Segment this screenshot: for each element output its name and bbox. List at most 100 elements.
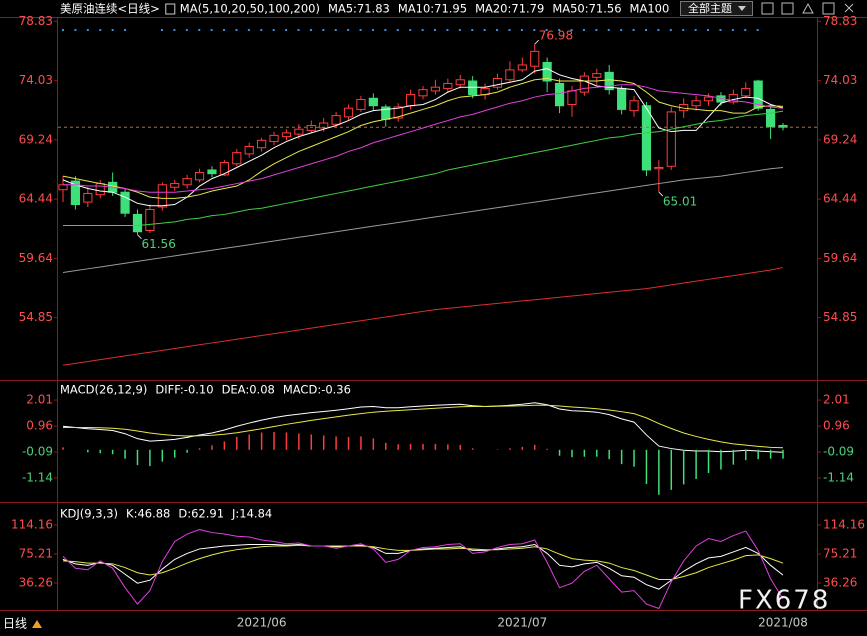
- candle-body: [356, 99, 366, 110]
- legend-entry: J:14.84: [231, 507, 272, 521]
- candle-body: [753, 80, 763, 109]
- candle-body: [219, 162, 229, 176]
- candle-body: [430, 86, 441, 92]
- candle-body: [765, 108, 776, 128]
- legend-entry: MACD:-0.36: [283, 383, 351, 397]
- candle-body: [666, 111, 676, 167]
- y-tick-label: 64.44: [19, 192, 53, 206]
- y-tick-label-right: -1.14: [823, 471, 854, 485]
- legend-entry: MA100: [630, 2, 670, 16]
- y-tick-label-right: 78.83: [823, 14, 857, 28]
- candle-body: [505, 69, 515, 81]
- series-line: [62, 267, 784, 366]
- candle-body: [393, 106, 403, 119]
- candle-body: [331, 115, 341, 125]
- candle-body: [592, 73, 602, 78]
- candle-body: [542, 61, 552, 82]
- candle-body: [95, 183, 105, 196]
- series-line: [62, 529, 784, 610]
- low-annotation: 61.56: [141, 237, 175, 251]
- candle-body: [207, 169, 217, 175]
- legend-entry: D:62.91: [178, 507, 224, 521]
- y-tick-label-right: 64.44: [823, 192, 857, 206]
- candle-body: [517, 64, 527, 71]
- low-pointer: [658, 191, 664, 197]
- watermark: FX678: [738, 586, 830, 616]
- candle-body: [269, 134, 279, 143]
- dropdown-arrow[interactable]: [738, 6, 746, 11]
- candle-body: [257, 139, 267, 149]
- series-line: [62, 78, 784, 199]
- y-tick-label: 54.85: [19, 310, 53, 324]
- candle-body: [120, 191, 130, 214]
- x-tick-label: 2021/07: [497, 616, 547, 630]
- indicator-icon[interactable]: [165, 3, 176, 15]
- candle-body: [194, 171, 205, 181]
- icon[interactable]: [844, 3, 854, 13]
- y-tick-label-right: 114.16: [823, 517, 865, 531]
- icon[interactable]: [822, 2, 835, 15]
- candle-body: [641, 105, 652, 171]
- series-line: [62, 166, 784, 274]
- candle-body: [319, 122, 329, 129]
- series-line: [62, 544, 784, 580]
- series-line: [62, 402, 784, 453]
- low-annotation: 65.01: [663, 195, 697, 209]
- period-arrow[interactable]: [32, 620, 42, 628]
- candle-body: [629, 100, 639, 112]
- series-line: [63, 84, 784, 193]
- candle-body: [368, 97, 378, 107]
- candle-body: [530, 50, 540, 67]
- candle-body: [579, 75, 589, 93]
- candle-body: [182, 178, 192, 186]
- panel-title: 美原油连续<日线>: [60, 2, 160, 16]
- candle-body: [170, 183, 180, 188]
- candle-body: [567, 90, 577, 105]
- candle-body: [132, 213, 143, 233]
- indicator-label: MA(5,10,20,50,100,200): [180, 2, 320, 16]
- candle-body: [145, 209, 155, 232]
- candle-body: [604, 71, 614, 91]
- y-tick-label-right: 54.85: [823, 310, 857, 324]
- y-tick-label-right: 69.24: [823, 132, 857, 146]
- toolbar-icons[interactable]: [761, 2, 854, 15]
- candle-body: [418, 89, 428, 97]
- candle-body: [492, 78, 503, 88]
- y-tick-label: 114.16: [11, 517, 53, 531]
- y-tick-label: 74.03: [19, 73, 53, 87]
- y-tick-label-right: 74.03: [823, 73, 857, 87]
- period-label[interactable]: 日线: [3, 617, 27, 631]
- theme-button-frame[interactable]: [680, 1, 753, 16]
- legend-entry: MA10:71.95: [398, 2, 467, 16]
- icon[interactable]: [781, 2, 794, 15]
- theme-button-label[interactable]: 全部主题: [688, 1, 732, 15]
- legend-entry: K:46.88: [126, 507, 170, 521]
- low-pointer: [137, 234, 142, 240]
- legend-entry: MA50:71.56: [552, 2, 621, 16]
- y-tick-label: 2.01: [26, 393, 53, 407]
- theme-button[interactable]: 全部主题: [680, 1, 753, 16]
- icon[interactable]: [761, 2, 774, 15]
- y-tick-label: 59.64: [19, 251, 53, 265]
- candle-body: [691, 100, 701, 107]
- high-pointer: [534, 39, 540, 45]
- candle-body: [343, 107, 354, 118]
- y-tick-label: -1.14: [22, 471, 53, 485]
- series-line: [63, 404, 784, 449]
- y-tick-label: 69.24: [19, 132, 53, 146]
- panel-title: MACD(26,12,9): [60, 383, 147, 397]
- y-tick-label: 75.21: [19, 546, 53, 560]
- candle-body: [405, 94, 416, 107]
- candle-body: [244, 145, 254, 155]
- icon[interactable]: [802, 2, 814, 14]
- y-tick-label-right: 36.26: [823, 576, 857, 590]
- legend-entry: DIFF:-0.10: [155, 383, 213, 397]
- candle-body: [70, 180, 81, 206]
- candle-body: [83, 192, 93, 203]
- high-annotation: 76.98: [539, 29, 573, 43]
- candle-body: [554, 82, 565, 107]
- candle-body: [58, 184, 68, 191]
- series-line: [62, 68, 784, 207]
- legend-entry: MA5:71.83: [328, 2, 390, 16]
- candle-body: [703, 96, 714, 102]
